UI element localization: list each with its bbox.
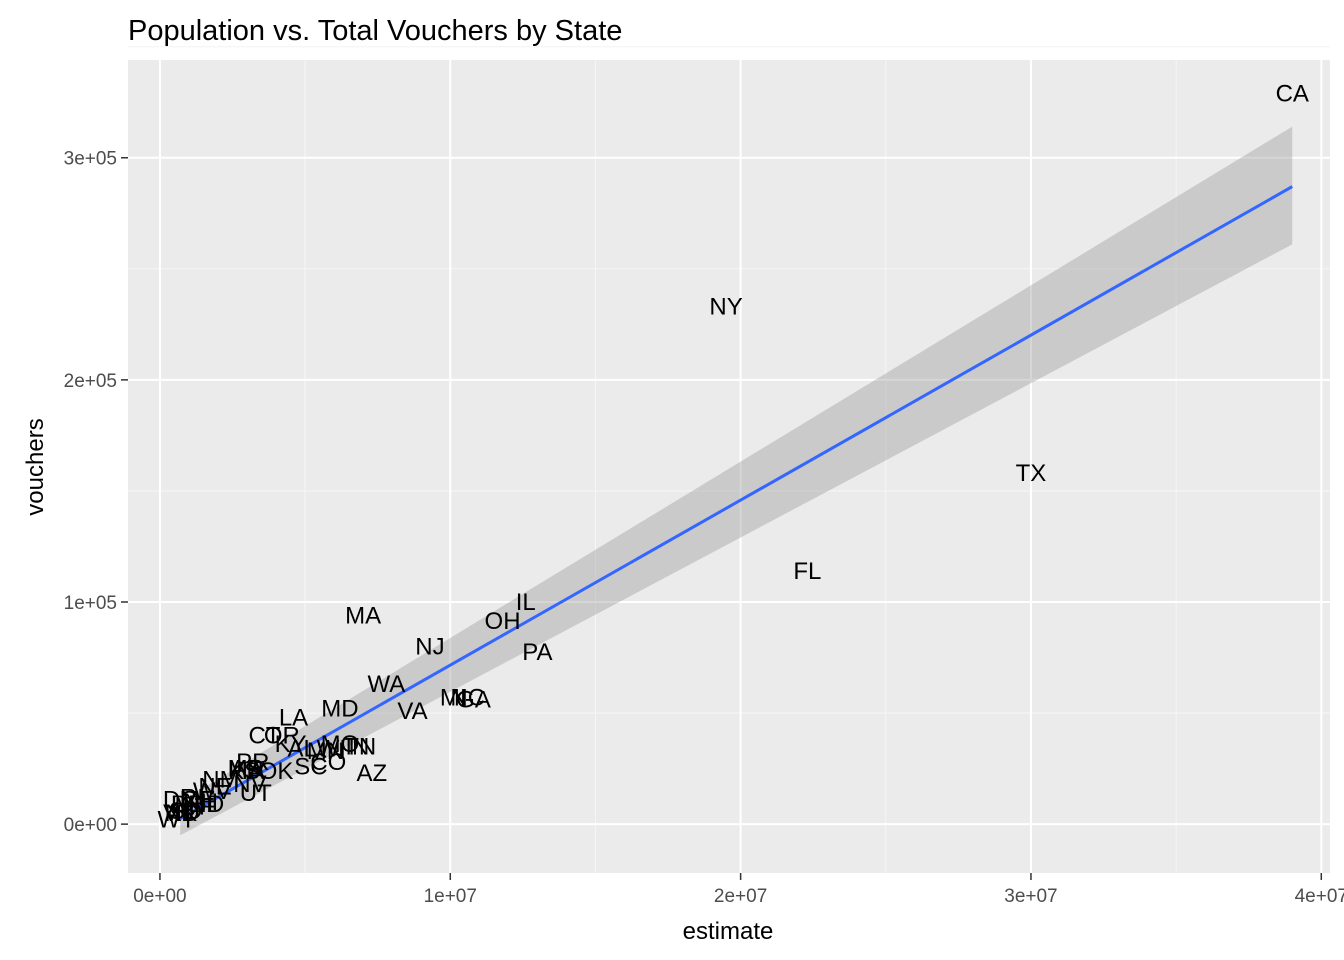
state-label-ia: IA <box>242 758 265 785</box>
state-label-ne: NE <box>198 773 231 800</box>
regression-line <box>179 185 1293 820</box>
y-axis: 0e+00 1e+05 2e+05 3e+05 <box>64 149 128 836</box>
state-label-ky: KY <box>275 731 307 758</box>
state-label-wy: WY <box>157 807 196 834</box>
state-label-tx: TX <box>1016 460 1047 487</box>
state-label-ms: MS <box>228 756 264 783</box>
state-label-nh: NH <box>183 789 218 816</box>
state-label-ut: UT <box>240 780 272 807</box>
x-tick-label: 1e+07 <box>424 886 477 907</box>
state-label-de: DE <box>171 791 204 818</box>
state-label-ct: CT <box>248 722 280 749</box>
state-label-ca: CA <box>1276 80 1309 107</box>
state-label-in: IN <box>345 733 369 760</box>
state-label-nd: ND <box>165 800 200 827</box>
state-label-mt: MT <box>175 793 210 820</box>
confidence-band <box>180 126 1293 836</box>
state-label-hi: HI <box>189 791 213 818</box>
state-label-nv: NV <box>233 771 266 798</box>
state-label-ga: GA <box>456 687 491 714</box>
state-label-ar: AR <box>230 756 263 783</box>
chart-title: Population vs. Total Vouchers by State <box>128 15 622 47</box>
state-label-fl: FL <box>793 558 821 585</box>
state-label-oh: OH <box>485 608 521 635</box>
state-label-sd: SD <box>169 798 202 825</box>
state-label-pa: PA <box>522 639 552 666</box>
state-label-vt: VT <box>163 800 194 827</box>
state-label-nm: NM <box>202 767 239 794</box>
y-axis-title: vouchers <box>22 418 49 515</box>
state-label-wi: WI <box>317 736 346 763</box>
state-label-va: VA <box>397 698 427 725</box>
state-label-id: ID <box>200 791 224 818</box>
y-tick-label: 0e+00 <box>64 815 117 836</box>
x-tick-label: 0e+00 <box>133 886 186 907</box>
state-label-ma: MA <box>345 602 381 629</box>
minor-gridlines <box>128 46 1330 873</box>
state-label-or: OR <box>264 722 300 749</box>
x-tick-label: 2e+07 <box>714 886 767 907</box>
x-axis: 0e+00 1e+07 2e+07 3e+07 4e+07 <box>133 873 1344 907</box>
state-label-az: AZ <box>357 760 388 787</box>
state-label-wv: WV <box>193 778 232 805</box>
plot-panel <box>128 60 1330 873</box>
state-label-tn: TN <box>344 733 376 760</box>
y-tick-label: 2e+05 <box>64 371 117 392</box>
state-label-pr: PR <box>236 749 269 776</box>
state-label-co: CO <box>310 749 346 776</box>
x-tick-label: 3e+07 <box>1004 886 1057 907</box>
state-label-ri: RI <box>180 784 204 811</box>
state-label-wa: WA <box>368 671 406 698</box>
state-label-nj: NJ <box>415 633 444 660</box>
state-label-dc: DC <box>163 787 198 814</box>
state-label-mo: MO <box>321 731 360 758</box>
state-label-al: AL <box>288 736 317 763</box>
state-label-la: LA <box>279 705 308 732</box>
state-label-nc: NC <box>450 685 485 712</box>
state-label-mn: MN <box>307 738 344 765</box>
state-label-sc: SC <box>294 753 327 780</box>
y-tick-label: 1e+05 <box>64 593 117 614</box>
x-axis-title: estimate <box>683 918 774 945</box>
state-label-ks: KS <box>228 758 260 785</box>
state-label-md: MD <box>321 696 358 723</box>
state-label-me: ME <box>180 787 216 814</box>
state-label-il: IL <box>516 589 536 616</box>
major-gridlines <box>128 60 1330 873</box>
state-label-ny: NY <box>709 294 742 321</box>
x-tick-label: 4e+07 <box>1295 886 1344 907</box>
state-label-mi: MI <box>440 685 467 712</box>
y-tick-label: 3e+05 <box>64 149 117 170</box>
state-label-ok: OK <box>259 758 294 785</box>
state-label-ak: AK <box>165 800 197 827</box>
